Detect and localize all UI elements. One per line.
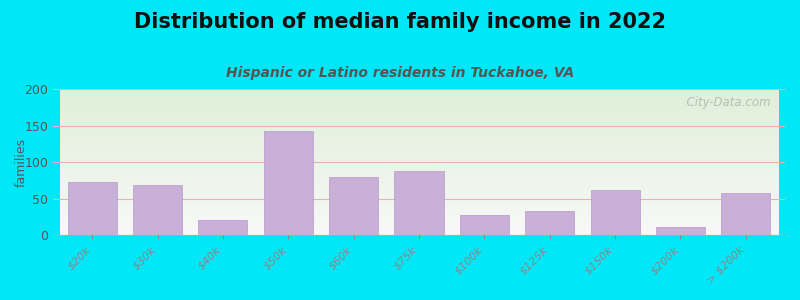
Y-axis label: families: families [15,137,28,187]
Bar [460,215,509,235]
Text: City-Data.com: City-Data.com [678,96,770,109]
Bar [198,220,247,235]
Bar [68,182,117,235]
Bar [264,130,313,235]
Bar [394,171,443,235]
Text: Distribution of median family income in 2022: Distribution of median family income in … [134,12,666,32]
Bar [590,190,639,235]
Bar [329,177,378,235]
Bar [722,194,770,235]
Bar [133,185,182,235]
Text: Hispanic or Latino residents in Tuckahoe, VA: Hispanic or Latino residents in Tuckahoe… [226,66,574,80]
Bar [656,227,705,235]
Bar [526,211,574,235]
